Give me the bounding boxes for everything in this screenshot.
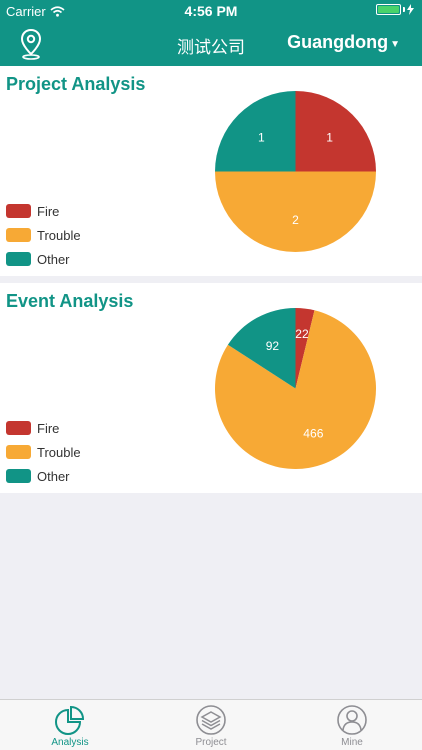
- pie-chart-icon: [55, 705, 85, 735]
- user-icon: [337, 705, 367, 735]
- legend-item-trouble: Trouble: [6, 440, 81, 464]
- tab-mine[interactable]: Mine: [282, 700, 422, 750]
- legend-swatch: [6, 469, 31, 483]
- region-label: Guangdong: [287, 32, 389, 52]
- battery-icon: [376, 4, 401, 15]
- pie-slice-trouble[interactable]: [215, 171, 376, 253]
- legend-item-fire: Fire: [6, 199, 81, 223]
- location-pin-icon[interactable]: [18, 27, 44, 61]
- legend-label: Trouble: [37, 227, 81, 243]
- pie-slice-trouble[interactable]: [215, 310, 376, 469]
- navigation-bar: 测试公司 Guangdong ▼: [0, 22, 422, 66]
- legend-swatch: [6, 228, 31, 242]
- pie-data-label: 22: [295, 327, 309, 341]
- tab-label: Analysis: [51, 737, 89, 748]
- top-bar: Carrier 4:56 PM 测试公司 Guangdong ▼: [0, 0, 422, 66]
- legend-label: Fire: [37, 420, 60, 436]
- tab-analysis[interactable]: Analysis: [0, 700, 140, 750]
- pie-data-label: 2: [292, 213, 299, 227]
- layers-icon: [196, 705, 226, 735]
- tab-project[interactable]: Project: [141, 700, 281, 750]
- pie-slice-other[interactable]: [215, 91, 296, 172]
- chart-legend: Fire Trouble Other: [6, 199, 81, 271]
- event-analysis-card: Event Analysis Fire Trouble Other 22 466 9…: [0, 283, 422, 493]
- project-pie-chart[interactable]: 1 2 1: [215, 91, 376, 252]
- tab-bar: Analysis Project Mine: [0, 699, 422, 750]
- wifi-icon: [50, 6, 65, 17]
- legend-label: Other: [37, 468, 70, 484]
- pie-data-label: 466: [303, 426, 323, 440]
- carrier-label: Carrier: [6, 4, 46, 19]
- pie-slice-fire[interactable]: [295, 308, 315, 389]
- pie-data-label: 1: [258, 130, 265, 144]
- legend-swatch: [6, 204, 31, 218]
- pie-slice-other[interactable]: [227, 308, 296, 389]
- chart-legend: Fire Trouble Other: [6, 416, 81, 488]
- event-pie-chart[interactable]: 22 466 92: [215, 308, 376, 469]
- legend-item-fire: Fire: [6, 416, 81, 440]
- battery-indicator: [376, 4, 414, 15]
- pie-slice-fire[interactable]: [295, 91, 377, 172]
- pie-data-label: 92: [266, 339, 280, 353]
- tab-label: Mine: [341, 737, 363, 748]
- status-bar: Carrier 4:56 PM: [0, 0, 422, 22]
- section-title: Project Analysis: [6, 74, 146, 94]
- legend-swatch: [6, 252, 31, 266]
- legend-item-other: Other: [6, 464, 81, 488]
- legend-swatch: [6, 445, 31, 459]
- legend-label: Other: [37, 251, 70, 267]
- section-title: Event Analysis: [6, 291, 134, 311]
- carrier-indicator: Carrier: [6, 4, 65, 19]
- legend-item-trouble: Trouble: [6, 223, 81, 247]
- tab-label: Project: [195, 737, 227, 748]
- project-analysis-card: Project Analysis Fire Trouble Other 1 2 1: [0, 66, 422, 276]
- legend-label: Fire: [37, 203, 60, 219]
- legend-label: Trouble: [37, 444, 81, 460]
- region-selector[interactable]: Guangdong ▼: [287, 32, 400, 53]
- charging-bolt-icon: [407, 4, 414, 15]
- pie-data-label: 1: [326, 130, 333, 144]
- legend-swatch: [6, 421, 31, 435]
- legend-item-other: Other: [6, 247, 81, 271]
- chevron-down-icon: ▼: [390, 39, 400, 50]
